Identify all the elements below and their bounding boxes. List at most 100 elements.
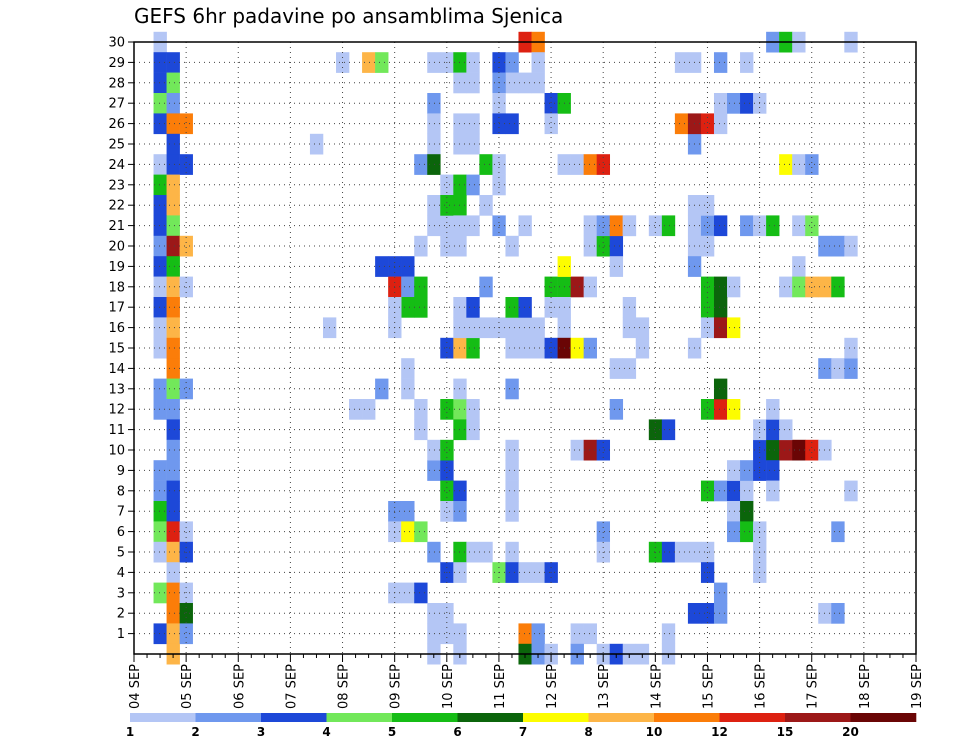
heatmap-cell <box>740 480 754 502</box>
legend-swatch <box>850 713 917 722</box>
heatmap-cell <box>466 113 480 135</box>
heatmap-cell <box>166 378 180 400</box>
heatmap-cell <box>466 337 480 359</box>
heatmap-cell <box>505 460 519 481</box>
heatmap-cell <box>518 317 532 339</box>
heatmap-cell <box>414 235 428 257</box>
heatmap-cell <box>844 480 858 502</box>
heatmap-cell <box>166 256 180 277</box>
heatmap-cell <box>153 480 167 502</box>
heatmap-cell <box>544 276 558 298</box>
heatmap-cell <box>844 358 858 379</box>
heatmap-cell <box>414 399 428 420</box>
heatmap-cell <box>779 419 793 441</box>
heatmap-cell <box>153 378 167 400</box>
heatmap-cell <box>792 154 806 175</box>
heatmap-cell <box>583 154 597 175</box>
heatmap-cell <box>700 113 715 135</box>
heatmap-cell <box>427 52 441 73</box>
x-tick-label: 19 SEP <box>910 664 925 709</box>
x-tick-label: 11 SEP <box>493 664 508 709</box>
heatmap-cell <box>531 52 545 73</box>
heatmap-cell <box>401 501 415 522</box>
heatmap-cell <box>153 215 167 237</box>
heatmap-cell <box>375 256 389 277</box>
heatmap-cell <box>401 378 415 400</box>
heatmap-cell <box>831 358 845 379</box>
heatmap-cell <box>766 439 780 461</box>
heatmap-cell <box>713 52 728 73</box>
heatmap-cell <box>153 256 167 277</box>
heatmap-cell <box>414 276 428 298</box>
heatmap-cell <box>583 623 597 645</box>
heatmap-cell <box>166 501 180 522</box>
heatmap-cell <box>466 72 480 94</box>
heatmap-cell <box>727 480 741 502</box>
heatmap-cell <box>440 235 454 257</box>
heatmap-cell <box>583 337 597 359</box>
heatmap-cell <box>166 337 180 359</box>
heatmap-cell <box>166 174 180 196</box>
heatmap-cell <box>661 419 676 441</box>
heatmap-cell <box>427 623 441 645</box>
heatmap-cell <box>609 215 624 237</box>
heatmap-cell <box>440 603 454 624</box>
heatmap-cell <box>153 317 167 339</box>
legend-swatch <box>261 713 327 722</box>
legend-swatch <box>195 713 262 722</box>
y-tick-label: 25 <box>108 138 125 153</box>
heatmap-cell <box>531 337 545 359</box>
heatmap-cell <box>805 439 819 461</box>
y-axis-ticks: 1234567891011121314151617181920212223242… <box>108 36 134 642</box>
heatmap-cell <box>179 623 193 645</box>
heatmap-cell <box>674 113 689 135</box>
heatmap-cell <box>727 501 741 522</box>
heatmap-cell <box>153 623 167 645</box>
heatmap-cell <box>401 582 415 604</box>
heatmap-cell <box>713 113 728 135</box>
legend-swatch <box>654 713 720 722</box>
y-tick-label: 22 <box>108 199 125 214</box>
heatmap-cell <box>440 215 454 237</box>
heatmap-cell <box>792 256 806 277</box>
x-axis-ticks: 04 SEP 05 SEP 06 SEP 07 SEP 08 SEP 09 SEP 10 S… <box>128 654 925 709</box>
heatmap-cell <box>166 358 180 379</box>
y-tick-label: 14 <box>108 362 125 377</box>
heatmap-cell <box>713 297 728 318</box>
heatmap-cell <box>179 603 193 624</box>
heatmap-cell <box>727 399 741 420</box>
legend-label: 1 <box>126 725 134 739</box>
heatmap-cell <box>401 297 415 318</box>
heatmap-cell <box>518 562 532 583</box>
heatmap-cell <box>179 154 193 175</box>
heatmap-cell <box>153 195 167 216</box>
heatmap-cell <box>362 52 376 73</box>
heatmap-cell <box>153 501 167 522</box>
heatmap-cell <box>153 235 167 257</box>
heatmap-cell <box>414 582 428 604</box>
heatmap-cell <box>766 419 780 441</box>
heatmap-cell <box>844 235 858 257</box>
legend-swatch <box>457 713 524 722</box>
legend-label: 10 <box>646 725 663 739</box>
x-tick-label: 17 SEP <box>806 664 821 709</box>
heatmap-cell <box>166 419 180 441</box>
heatmap-cell <box>570 337 584 359</box>
heatmap-cell <box>505 52 519 73</box>
heatmap-cell <box>713 378 728 400</box>
heatmap-cell <box>479 195 493 216</box>
heatmap-cell <box>166 154 180 175</box>
y-tick-label: 1 <box>117 627 125 642</box>
heatmap-cell <box>414 419 428 441</box>
heatmap-cell <box>570 154 584 175</box>
heatmap-cell <box>427 154 441 175</box>
heatmap-cell <box>609 235 624 257</box>
heatmap-cell <box>166 480 180 502</box>
heatmap-cell <box>713 582 728 604</box>
heatmap-cell <box>596 521 611 543</box>
heatmap-cell <box>427 93 441 114</box>
heatmap-cell <box>544 113 558 135</box>
heatmap-cell <box>349 399 363 420</box>
heatmap-cell <box>727 521 741 543</box>
